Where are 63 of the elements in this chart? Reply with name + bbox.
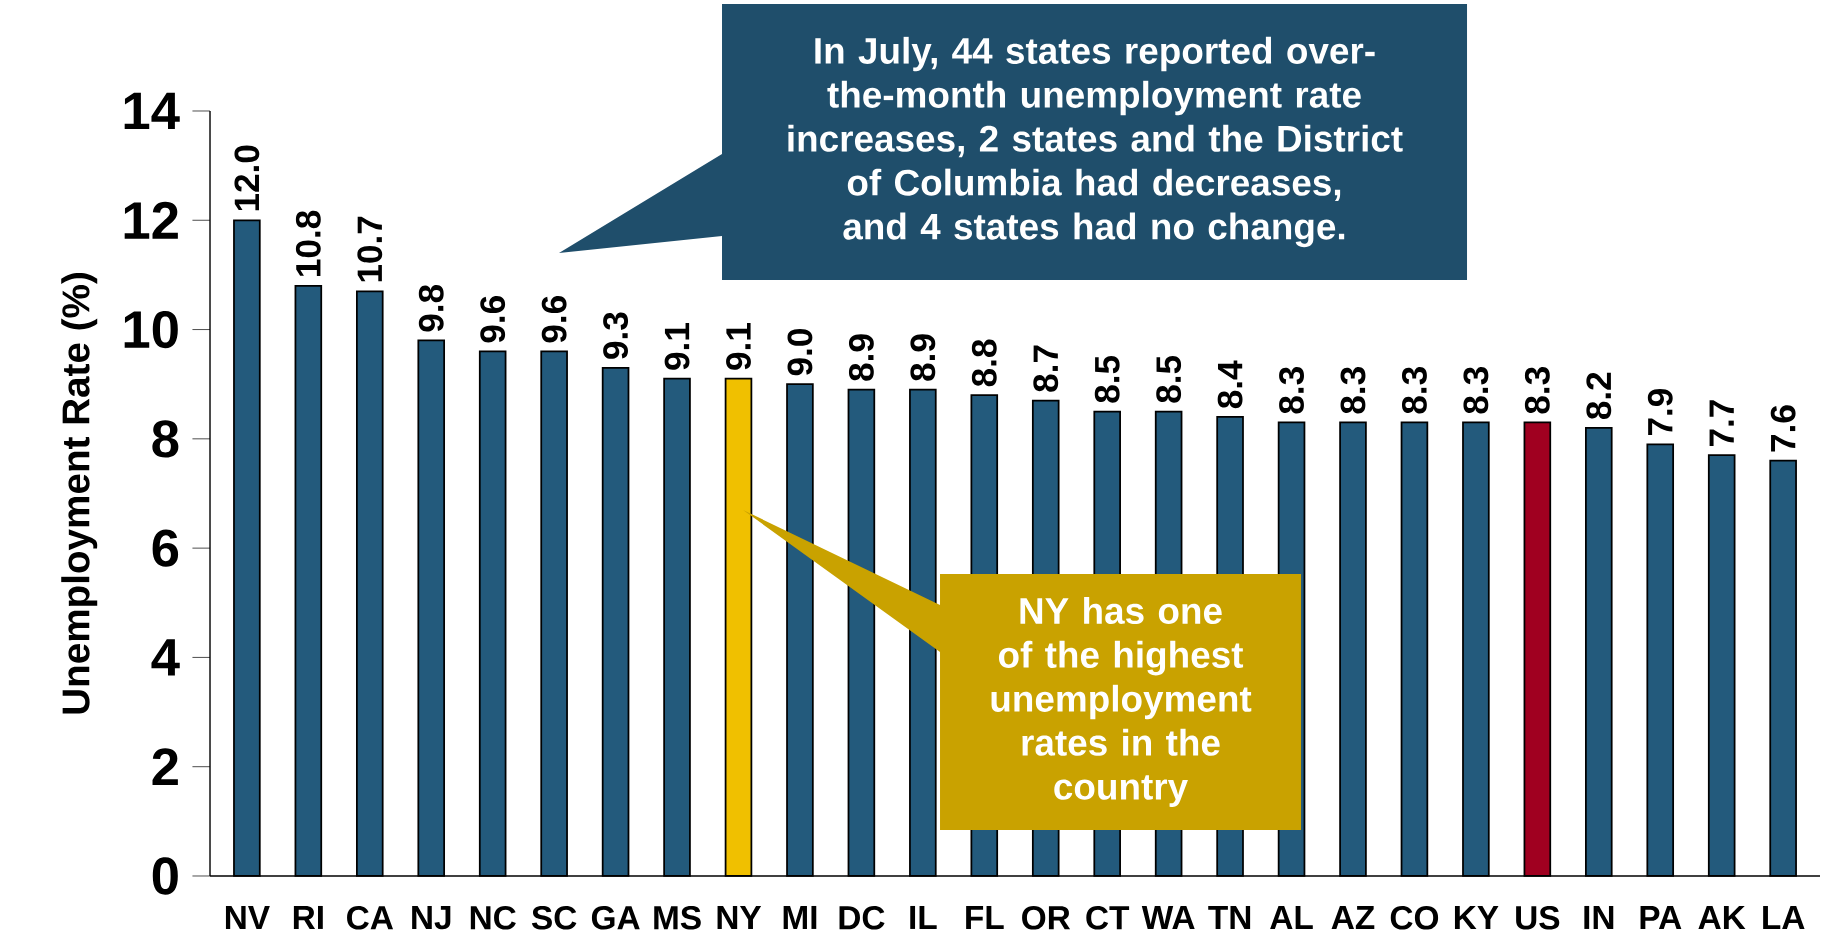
data-label: 8.5 <box>1156 355 1182 403</box>
y-tick-label: 0 <box>152 857 178 895</box>
annotation: In July, 44 states reported over-the-month unemployment rate increases, 2 states and the District of Columbia had decreases, and 4 states had no change. <box>788 36 1403 248</box>
y-tick-label: 6 <box>152 529 179 567</box>
data-label: 9.6 <box>480 296 506 343</box>
x-tick-label: IL <box>910 905 937 929</box>
x-tick-label: NC <box>470 905 516 930</box>
x-tick-label: WA <box>1141 905 1195 929</box>
y-tick-label: 12 <box>124 201 178 239</box>
x-tick-label: SC <box>531 905 577 930</box>
x-tick-label: OR <box>1022 905 1071 930</box>
data-label: 8.3 <box>1463 367 1489 414</box>
data-label: 7.7 <box>1709 400 1734 447</box>
x-tick-label: KY <box>1454 905 1499 929</box>
data-label: 8.3 <box>1401 367 1427 414</box>
x-tick-label: MI <box>783 905 817 929</box>
x-tick-label: GA <box>591 905 640 930</box>
data-label: 12.0 <box>234 145 260 211</box>
data-label: 8.4 <box>1217 360 1243 409</box>
data-label: 9.6 <box>541 296 567 343</box>
y-tick-label: 10 <box>124 310 178 349</box>
y-tick-label: 14 <box>124 92 180 130</box>
x-tick-label: LA <box>1763 905 1805 929</box>
x-tick-label: DC <box>839 905 885 930</box>
x-tick-label: CT <box>1086 905 1130 930</box>
data-label: 8.8 <box>971 339 997 387</box>
data-label: 8.3 <box>1340 367 1366 414</box>
x-tick-label: US <box>1516 905 1560 930</box>
data-label: 10.8 <box>295 210 321 276</box>
data-label: 8.9 <box>910 334 936 381</box>
data-label: 8.9 <box>848 334 874 381</box>
y-tick-label: 4 <box>151 639 180 676</box>
data-label: 10.7 <box>357 216 383 282</box>
x-tick-label: CA <box>347 905 394 930</box>
y-tick-label: 2 <box>152 748 178 786</box>
data-label: 8.3 <box>1279 367 1304 414</box>
data-label: 8.7 <box>1033 345 1059 392</box>
x-tick-label: TN <box>1208 905 1251 929</box>
x-tick-label: AL <box>1270 905 1313 929</box>
data-label: 9.8 <box>418 284 444 332</box>
data-label: 8.5 <box>1094 355 1120 403</box>
x-tick-label: CO <box>1390 905 1439 930</box>
y-axis-title: Unemployment Rate (%) <box>61 273 98 714</box>
x-tick-label: PA <box>1640 905 1682 929</box>
data-label: 9.1 <box>726 323 751 370</box>
x-tick-label: MS <box>654 905 701 930</box>
x-tick-label: NY <box>717 905 762 929</box>
x-tick-label: RI <box>293 905 323 929</box>
data-label: 8.2 <box>1586 372 1612 420</box>
x-tick-label: NJ <box>412 905 451 930</box>
data-label: 7.6 <box>1770 405 1796 452</box>
x-tick-label: AZ <box>1331 905 1375 929</box>
data-label: 7.9 <box>1647 389 1673 436</box>
data-label: 9.0 <box>787 329 813 376</box>
x-tick-label: FL <box>966 905 1004 929</box>
x-tick-label: NV <box>225 905 270 929</box>
x-tick-label: AK <box>1698 905 1746 929</box>
data-label: 8.3 <box>1524 367 1550 414</box>
x-tick-label: IN <box>1584 905 1614 929</box>
data-label: 9.1 <box>664 323 690 370</box>
data-label: 9.3 <box>603 312 629 359</box>
y-tick-label: 8 <box>152 420 179 458</box>
annotation: NY has one of the highest unemployment rates in the country <box>991 596 1252 808</box>
